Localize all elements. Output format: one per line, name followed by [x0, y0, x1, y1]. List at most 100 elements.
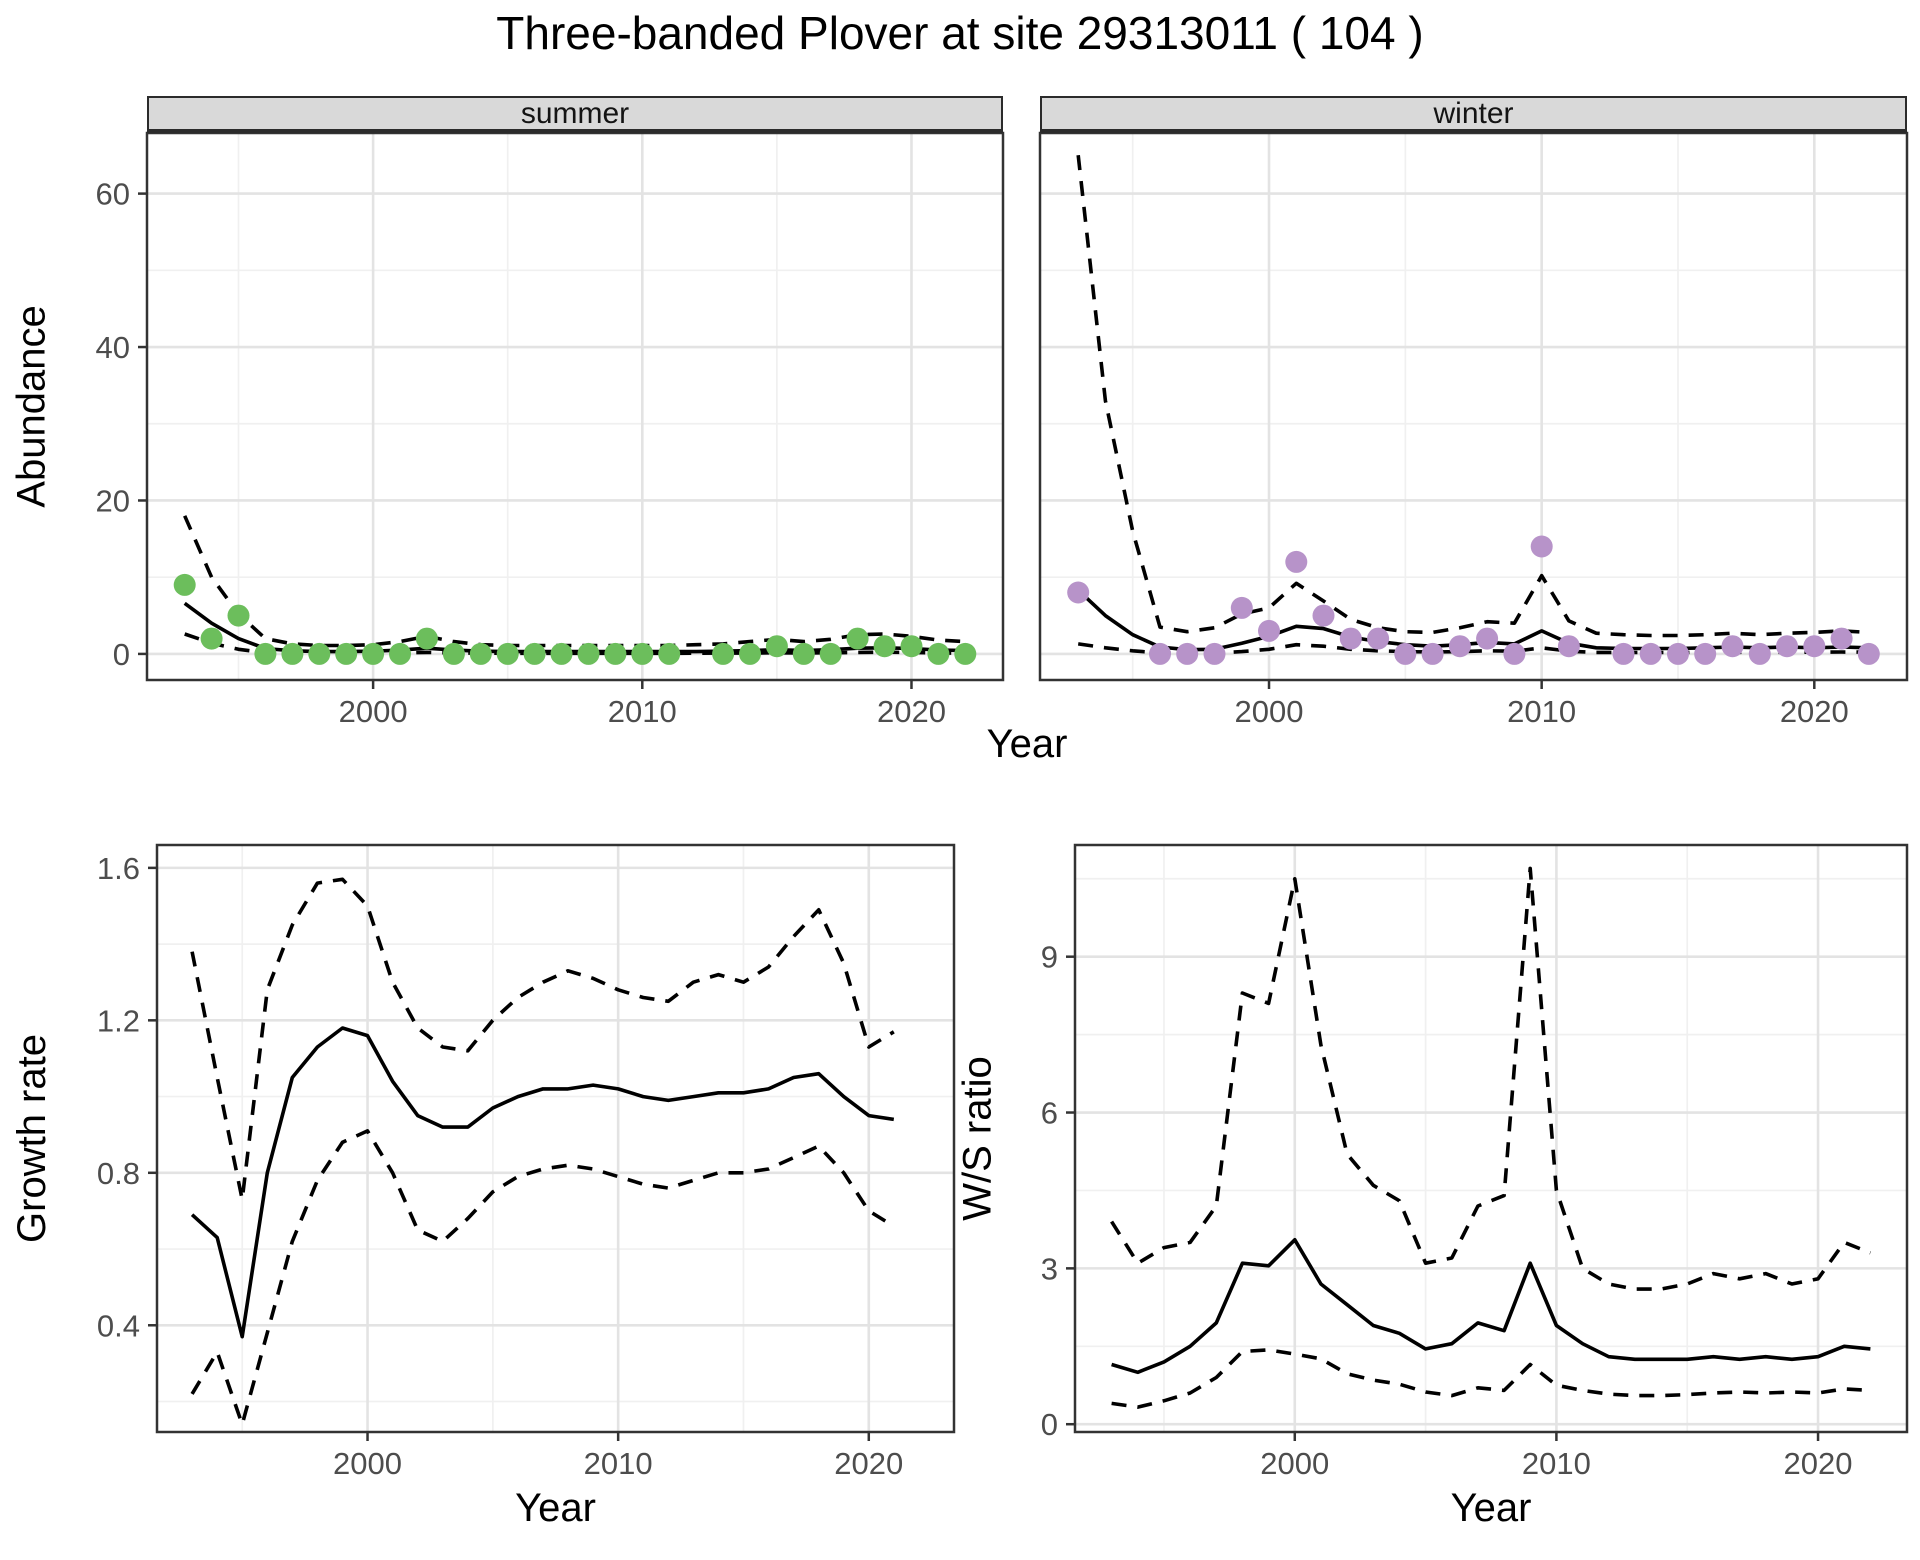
- facet-strip-summer-label: summer: [520, 96, 630, 130]
- y-tick-label-summer: 60: [96, 177, 130, 212]
- data-point-summer: [496, 642, 519, 665]
- panel-background: [157, 845, 954, 1432]
- data-point-summer: [846, 627, 869, 650]
- x-tick-label-summer: 2010: [608, 694, 677, 729]
- data-point-summer: [900, 635, 923, 658]
- series-estimate-ws: [1111, 1238, 1871, 1375]
- x-tick-label-growth: 2020: [834, 1446, 903, 1481]
- x-tick-label-growth: 2010: [584, 1446, 653, 1481]
- data-point-summer: [308, 642, 331, 665]
- series-lower-95ci-ws: [1111, 1348, 1871, 1409]
- data-point-winter: [1748, 642, 1771, 665]
- y-tick-label-ws: 3: [1041, 1251, 1058, 1286]
- data-point-winter: [1503, 642, 1526, 665]
- x-tick-label-summer: 2020: [877, 694, 946, 729]
- x-tick-label-winter: 2000: [1235, 694, 1304, 729]
- panel-border-growth: [155, 843, 956, 1434]
- data-point-summer: [173, 573, 196, 596]
- y-tick-label-growth: 1.6: [97, 851, 140, 886]
- x-tick-label-winter: 2020: [1780, 694, 1849, 729]
- data-point-summer: [200, 627, 223, 650]
- data-point-winter: [1448, 635, 1471, 658]
- data-point-winter: [1721, 635, 1744, 658]
- data-point-summer: [389, 642, 411, 665]
- data-point-winter: [1776, 635, 1798, 658]
- panel-background: [147, 133, 1003, 680]
- panel-ws: 2000 2010 2020 0 3 6 9: [1041, 843, 1909, 1481]
- year-axis-title-top: Year: [986, 722, 1068, 766]
- data-point-winter: [1203, 642, 1226, 665]
- series-upper-95ci-ws: [1110, 866, 1872, 1291]
- x-tick-label-summer: 2000: [339, 694, 408, 729]
- data-point-winter: [1339, 627, 1362, 650]
- data-point-summer: [792, 642, 815, 665]
- panel-growth: 2000 2010 2020 0.4 0.8 1.2 1.6: [97, 843, 956, 1481]
- y-tick-label-growth: 1.2: [97, 1003, 140, 1038]
- facet-strip-winter: winter: [1040, 96, 1907, 133]
- data-point-winter: [1258, 619, 1280, 642]
- data-point-winter: [1667, 642, 1689, 665]
- year-axis-title-growth: Year: [515, 1486, 596, 1530]
- data-point-winter: [1557, 635, 1580, 658]
- data-point-summer: [631, 642, 654, 665]
- y-tick-label-summer: 20: [96, 483, 130, 518]
- series-upper-95ci-growth: [190, 877, 895, 1202]
- x-tick-label-ws: 2000: [1260, 1446, 1329, 1481]
- panel-border-winter: [1038, 131, 1909, 682]
- x-tick-label-winter: 2010: [1507, 694, 1576, 729]
- data-point-summer: [469, 642, 492, 665]
- x-tick-label-growth: 2000: [333, 1446, 402, 1481]
- data-point-summer: [335, 642, 358, 665]
- panel-border-summer: [145, 131, 1005, 682]
- data-point-summer: [712, 642, 735, 665]
- data-point-winter: [1476, 627, 1499, 650]
- series-estimate-growth: [190, 1026, 895, 1339]
- data-point-winter: [1694, 642, 1717, 665]
- year-axis-title-ws: Year: [1450, 1486, 1532, 1530]
- data-point-winter: [1067, 581, 1090, 604]
- data-point-winter: [1176, 642, 1199, 665]
- data-point-summer: [362, 642, 385, 665]
- data-point-winter: [1312, 604, 1335, 627]
- panel-winter: 2000 2010 2020: [1038, 131, 1909, 729]
- y-tick-label-ws: 9: [1041, 940, 1058, 975]
- y-tick-label-summer: 0: [113, 637, 130, 672]
- y-tick-label-growth: 0.8: [97, 1156, 140, 1191]
- y-tick-label-growth: 0.4: [97, 1308, 140, 1343]
- y-tick-label-ws: 0: [1041, 1407, 1058, 1442]
- x-tick-label-ws: 2010: [1522, 1446, 1591, 1481]
- series-upper-95ci-winter: [1076, 155, 1869, 638]
- data-point-winter: [1285, 550, 1308, 573]
- data-point-summer: [604, 642, 627, 665]
- data-point-summer: [281, 642, 304, 665]
- data-point-winter: [1149, 642, 1171, 665]
- data-point-winter: [1394, 642, 1417, 665]
- data-point-summer: [927, 642, 950, 665]
- data-point-winter: [1230, 596, 1253, 619]
- y-tick-label-summer: 40: [96, 330, 130, 365]
- data-point-summer: [873, 635, 896, 658]
- data-point-winter: [1830, 627, 1853, 650]
- data-point-summer: [442, 642, 465, 665]
- data-point-summer: [550, 642, 573, 665]
- data-point-summer: [227, 604, 250, 627]
- data-point-summer: [819, 642, 842, 665]
- data-point-summer: [415, 627, 438, 650]
- data-point-summer: [658, 642, 681, 665]
- data-point-winter: [1803, 635, 1826, 658]
- y-tick-label-ws: 6: [1041, 1096, 1058, 1131]
- facet-strip-summer: summer: [147, 96, 1003, 133]
- data-point-summer: [765, 635, 788, 658]
- data-point-winter: [1421, 642, 1444, 665]
- panel-summer: 2000 2010 2020 0 20 40 60: [96, 131, 1005, 729]
- x-tick-label-ws: 2020: [1784, 1446, 1853, 1481]
- panel-background: [1040, 133, 1907, 680]
- panel-background: [1075, 845, 1907, 1432]
- data-point-summer: [523, 642, 546, 665]
- panel-border-ws: [1073, 843, 1909, 1434]
- data-point-summer: [254, 642, 277, 665]
- data-point-summer: [577, 642, 600, 665]
- data-point-winter: [1367, 627, 1390, 650]
